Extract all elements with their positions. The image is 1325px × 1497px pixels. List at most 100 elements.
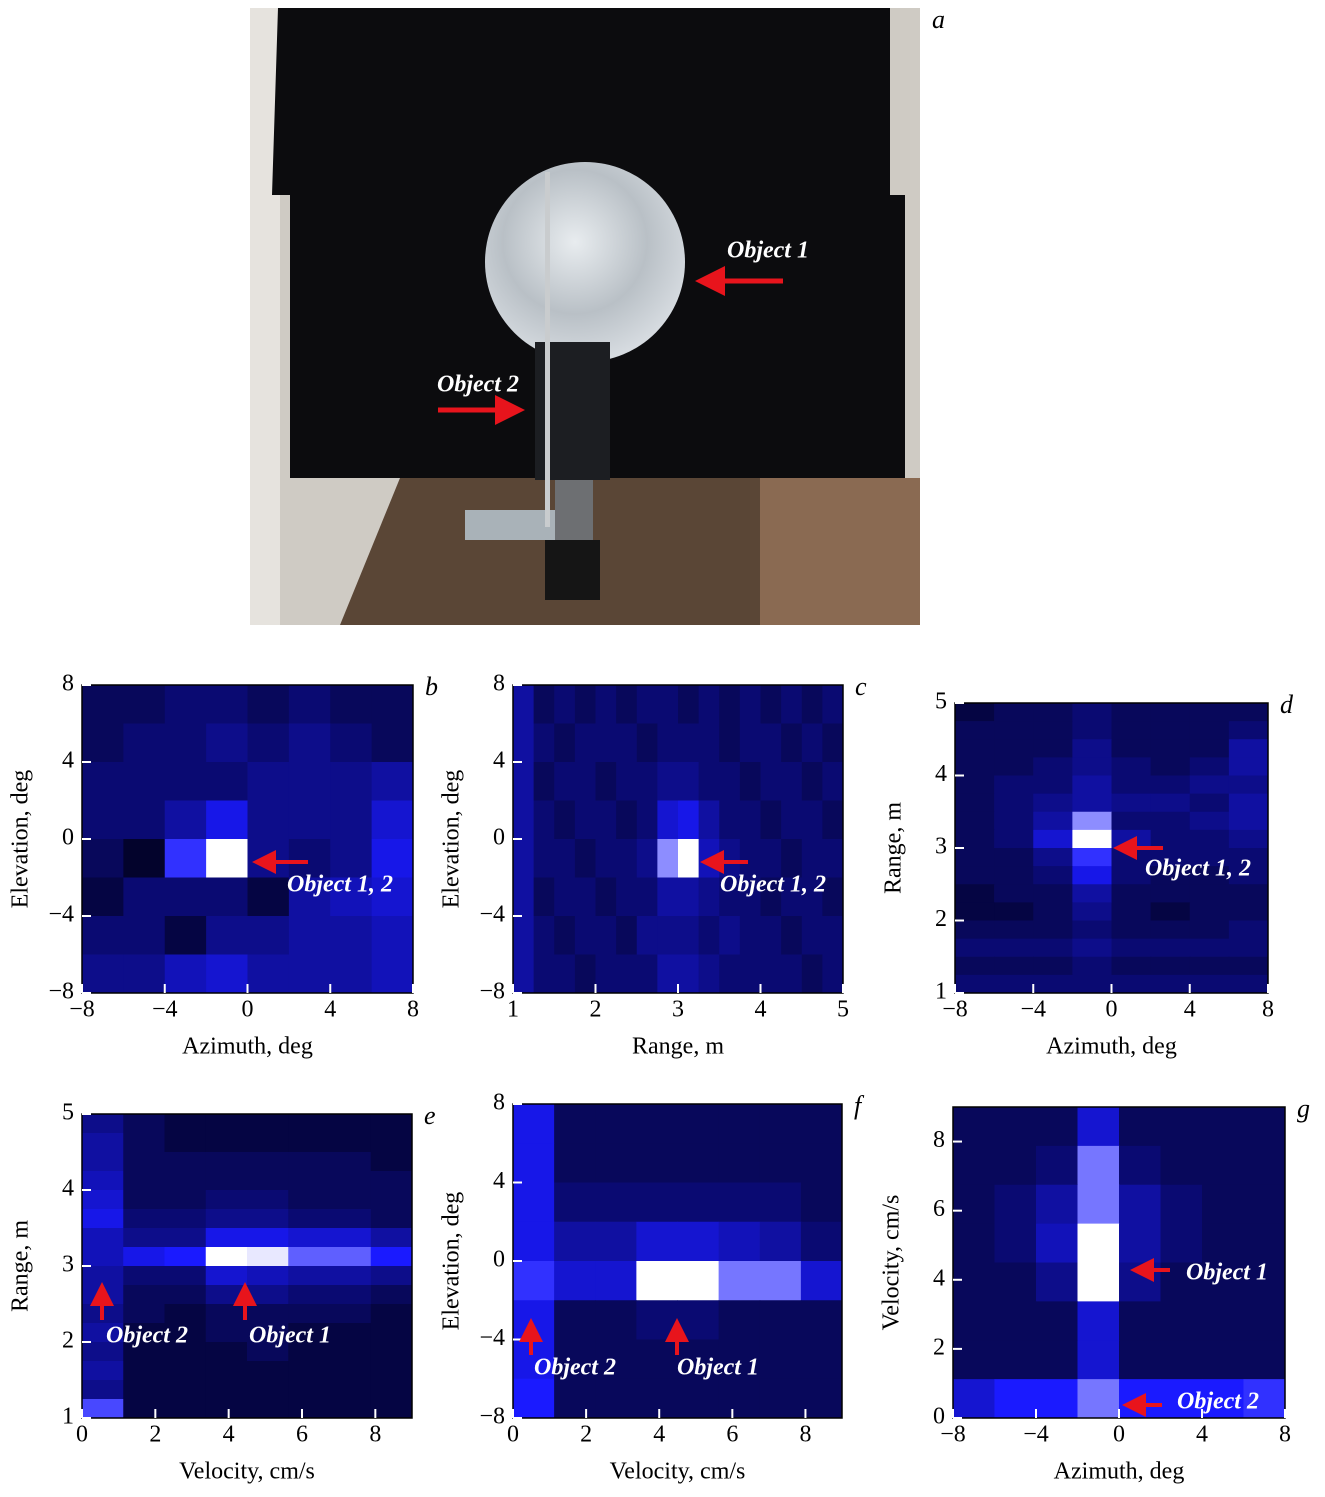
- heatmap-cell: [994, 776, 1034, 795]
- heatmap-cell: [513, 1300, 555, 1340]
- heatmap-cell: [82, 1209, 124, 1229]
- heatmap-cell: [1112, 721, 1152, 740]
- heatmap-cell: [1151, 794, 1191, 813]
- heatmap-cell: [636, 1300, 678, 1340]
- heatmap-cell: [1112, 884, 1152, 903]
- heatmap-cell: [247, 1114, 289, 1134]
- y-tick-label: 4: [933, 1265, 945, 1291]
- heatmap-cell: [288, 1399, 330, 1419]
- heatmap-cell: [616, 724, 637, 763]
- x-axis-label: Range, m: [632, 1034, 724, 1060]
- heatmap-cell: [1072, 902, 1112, 921]
- heatmap-cell: [554, 801, 575, 840]
- heatmap-cell: [247, 1266, 289, 1286]
- heatmap-cell: [288, 1247, 330, 1267]
- x-tick-label: 2: [580, 1422, 592, 1448]
- heatmap-cell: [1202, 1146, 1244, 1185]
- heatmap-cell: [575, 724, 596, 763]
- x-tick-label: 1: [507, 997, 519, 1023]
- heatmap-cell: [123, 1361, 165, 1381]
- heatmap-cell: [801, 1300, 843, 1340]
- heatmap-cell: [1033, 739, 1073, 758]
- heatmap-cell: [760, 1379, 802, 1419]
- x-axis-label: Velocity, cm/s: [179, 1459, 315, 1485]
- heatmap-cell: [1151, 739, 1191, 758]
- heatmap-cell: [1151, 703, 1191, 722]
- heatmap-cell: [371, 1361, 413, 1381]
- heatmap-cell: [1202, 1340, 1244, 1379]
- heatmap-cell: [1072, 939, 1112, 958]
- heatmap-cell: [678, 1300, 720, 1340]
- heatmap-cell: [595, 1261, 637, 1301]
- heatmap-cell: [760, 1183, 802, 1223]
- heatmap-cell: [165, 801, 207, 840]
- y-tick-label: −8: [479, 979, 505, 1005]
- heatmap-cell: [995, 1340, 1037, 1379]
- heatmap-cell: [123, 801, 165, 840]
- heatmap-cell: [575, 685, 596, 724]
- heatmap-cell: [955, 957, 995, 976]
- heatmap-cell: [781, 724, 802, 763]
- heatmap-cell: [165, 1247, 207, 1267]
- x-tick-label: 0: [242, 997, 254, 1023]
- heatmap-cell: [761, 762, 782, 801]
- heatmap-cell: [1112, 776, 1152, 795]
- heatmap-cell: [699, 801, 720, 840]
- heatmap-cell: [1033, 921, 1073, 940]
- heatmap-cell: [1078, 1301, 1120, 1340]
- heatmap-cell: [657, 839, 678, 878]
- rod: [545, 172, 550, 527]
- heatmap-cell: [1202, 1185, 1244, 1224]
- heatmap-cell: [206, 839, 248, 878]
- heatmap-cell: [955, 757, 995, 776]
- heatmap-cell: [1112, 794, 1152, 813]
- heatmap-cell: [123, 1399, 165, 1419]
- heatmap-cell: [801, 1222, 843, 1262]
- heatmap-cell: [247, 1133, 289, 1153]
- heatmap-cell: [247, 1209, 289, 1229]
- heatmap-cell: [206, 1190, 248, 1210]
- heatmap-cell: [123, 1114, 165, 1134]
- heatmap-cell: [595, 1143, 637, 1183]
- heatmap-cell: [1072, 957, 1112, 976]
- heatmap-cell: [678, 1222, 720, 1262]
- heatmap-cell: [636, 1104, 678, 1144]
- heatmap-cell: [740, 801, 761, 840]
- annotation: Object 1, 2: [720, 872, 826, 898]
- heatmap-cell: [1202, 1224, 1244, 1263]
- heatmap-cell: [554, 762, 575, 801]
- heatmap-cell: [1112, 739, 1152, 758]
- heatmap-cell: [1190, 957, 1230, 976]
- heatmap-cell: [82, 955, 124, 994]
- heatmap-cell: [596, 916, 617, 955]
- panel-label: b: [425, 672, 438, 701]
- heatmap-cell: [165, 685, 207, 724]
- heatmap-cell: [247, 1304, 289, 1324]
- heatmap-cell: [330, 1304, 372, 1324]
- heatmap-cell: [760, 1143, 802, 1183]
- heatmap-cell: [82, 839, 124, 878]
- annotation: Object 1: [727, 238, 809, 264]
- heatmap-cell: [1244, 1185, 1286, 1224]
- heatmap-cell: [657, 801, 678, 840]
- heatmap-cell: [554, 916, 575, 955]
- heatmap-cell: [740, 762, 761, 801]
- heatmap-cell: [955, 902, 995, 921]
- y-tick-label: 3: [935, 834, 947, 860]
- heatmap-cell: [995, 1379, 1037, 1418]
- heatmap-cell: [596, 839, 617, 878]
- heatmap-cell: [636, 1379, 678, 1419]
- heatmap-cell: [657, 916, 678, 955]
- heatmap-cell: [1119, 1379, 1161, 1418]
- heatmap-cell: [678, 762, 699, 801]
- heatmap-cell: [1078, 1379, 1120, 1418]
- heatmap-cell: [534, 724, 555, 763]
- heatmap-cell: [165, 916, 207, 955]
- heatmap-cell: [1229, 721, 1269, 740]
- heatmap-cell: [678, 1143, 720, 1183]
- heatmap-cell: [637, 801, 658, 840]
- heatmap-cell: [1161, 1340, 1203, 1379]
- heatmap-cell: [994, 939, 1034, 958]
- heatmap-cell: [595, 1300, 637, 1340]
- heatmap-cell: [330, 1171, 372, 1191]
